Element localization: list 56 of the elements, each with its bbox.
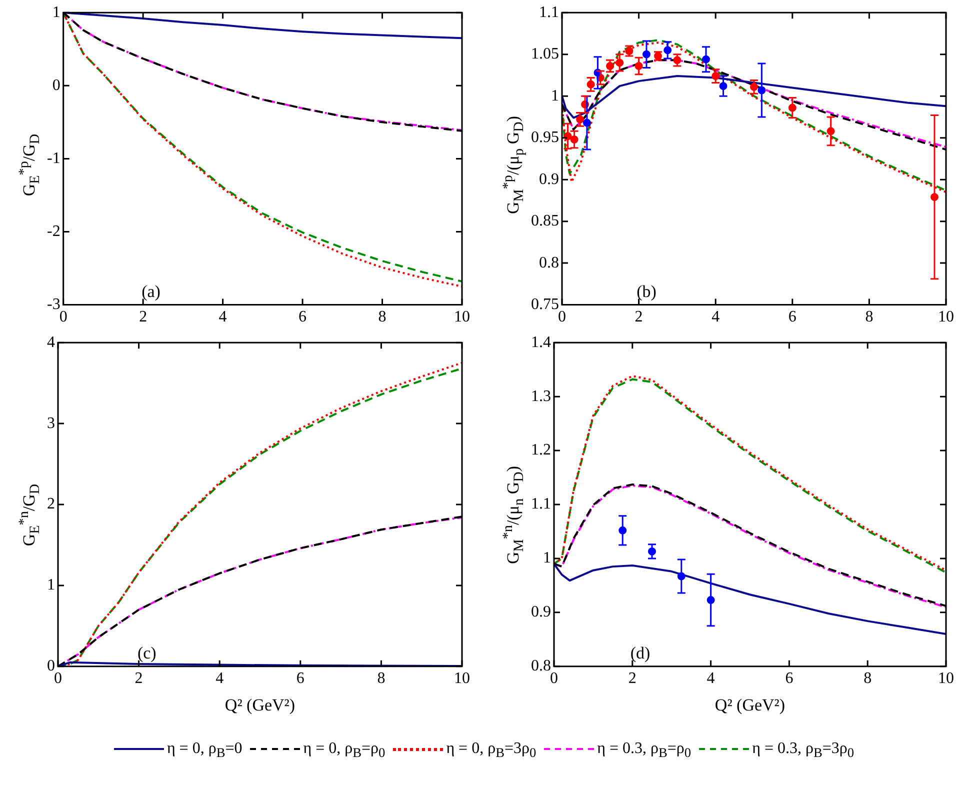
y-tick-label: 1.3 [531, 388, 551, 405]
y-tick-label: 3 [47, 414, 55, 432]
legend-label: η = 0.3, ρ$_{B}$=3ρ$_{0}$ [752, 740, 854, 760]
legend-label: η = 0, ρ$_{B}$=ρ$_{0}$ [303, 740, 386, 760]
annotation: (b) [636, 282, 656, 301]
annotation: (d) [630, 643, 650, 662]
y-tick-label: 0 [52, 76, 60, 94]
y-tick-label: 1.05 [531, 46, 559, 63]
y-tick-label: 0.8 [539, 254, 559, 272]
annotation: (a) [142, 282, 160, 301]
x-tick-label: 6 [296, 670, 304, 688]
y-tick-label: 1.4 [531, 334, 551, 351]
y-tick-label: 1 [47, 576, 55, 594]
annotation: (c) [137, 643, 156, 662]
y-tick-label: 0.95 [531, 129, 559, 146]
x-tick-label: 8 [378, 308, 386, 326]
x-tick-label: 4 [706, 670, 715, 688]
y-tick-label: 0.8 [531, 658, 551, 675]
x-tick-label: 4 [218, 308, 227, 326]
x-axis-title: Q² (GeV²) [714, 695, 786, 714]
x-tick-label: 2 [634, 308, 643, 326]
legend-label: η = 0, ρ$_{B}$=3ρ$_{0}$ [446, 740, 536, 760]
y-tick-label: 1.2 [531, 442, 551, 459]
x-tick-label: 2 [139, 308, 148, 326]
x-tick-label: 10 [938, 308, 954, 326]
legend-label: η = 0.3, ρ$_{B}$=ρ$_{0}$ [597, 740, 692, 760]
x-tick-label: 4 [712, 308, 720, 326]
y-tick-label: 1.1 [539, 4, 559, 21]
x-tick-label: 10 [938, 670, 954, 688]
y-tick-label: -2 [47, 222, 60, 240]
y-tick-label: 0.85 [531, 212, 559, 230]
y-tick-label: 0.9 [531, 604, 551, 621]
y-tick-label: 1 [543, 550, 551, 567]
y-tick-label: 0.9 [539, 170, 559, 188]
y-tick-label: 4 [47, 334, 55, 351]
y-tick-label: 1.1 [531, 496, 551, 513]
x-tick-label: 10 [454, 308, 470, 326]
y-tick-label: 0.75 [531, 296, 559, 314]
y-tick-label: 2 [47, 496, 55, 513]
x-tick-label: 8 [864, 670, 872, 688]
x-tick-label: 10 [454, 670, 470, 688]
x-tick-label: 6 [788, 308, 796, 326]
x-tick-label: 2 [134, 670, 143, 688]
x-tick-label: 4 [216, 670, 224, 688]
x-axis-title: Q² (GeV²) [224, 695, 296, 714]
x-tick-label: 6 [298, 308, 307, 326]
y-tick-label: 1 [551, 87, 559, 104]
x-tick-label: 8 [377, 670, 386, 688]
y-tick-label: 1 [52, 4, 60, 21]
legend-label: η = 0, ρ$_{B}$=0 [166, 740, 242, 760]
x-tick-label: 6 [785, 670, 794, 688]
y-tick-label: 0 [47, 658, 55, 675]
x-tick-label: 8 [865, 308, 874, 326]
y-tick-label: -3 [47, 296, 60, 314]
x-tick-label: 2 [628, 670, 636, 688]
y-tick-label: -1 [47, 150, 60, 167]
